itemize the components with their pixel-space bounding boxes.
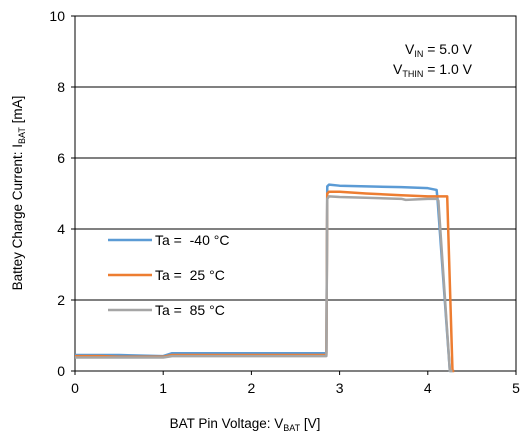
y-tick-label-1: 2 [57, 292, 65, 308]
legend-label-1: Ta = 25 °C [155, 267, 225, 283]
series-line-1 [75, 190, 455, 373]
x-tick-label-0: 0 [71, 380, 79, 396]
x-tick-label-5: 5 [512, 380, 520, 396]
x-tick-label-4: 4 [424, 380, 432, 396]
annotation-vin: VIN = 5.0 V [405, 41, 473, 59]
y-tick-label-0: 0 [57, 363, 65, 379]
y-tick-label-3: 6 [57, 150, 65, 166]
legend-label-0: Ta = -40 °C [155, 232, 229, 248]
x-tick-label-1: 1 [159, 380, 167, 396]
legend: Ta = -40 °C Ta = 25 °C Ta = 85 °C [108, 232, 229, 318]
y-axis-label: Battey Charge Current: IBAT [mA] [10, 96, 27, 291]
y-tick-label-2: 4 [57, 221, 65, 237]
x-ticks: 0 1 2 3 4 5 [71, 371, 520, 396]
y-ticks: 0 2 4 6 8 10 [49, 8, 75, 379]
annotation-vthin: VTHIN = 1.0 V [393, 61, 473, 79]
gridlines [75, 86, 516, 301]
series-group [75, 183, 455, 373]
legend-label-2: Ta = 85 °C [155, 302, 225, 318]
x-axis-label: BAT Pin Voltage: VBAT [V] [170, 416, 321, 433]
x-tick-label-3: 3 [336, 380, 344, 396]
x-tick-label-2: 2 [248, 380, 256, 396]
plot-frame [74, 15, 517, 372]
y-tick-label-4: 8 [57, 79, 65, 95]
series-line-2 [75, 195, 453, 373]
y-tick-label-5: 10 [49, 8, 65, 24]
series-line-0 [75, 183, 453, 373]
